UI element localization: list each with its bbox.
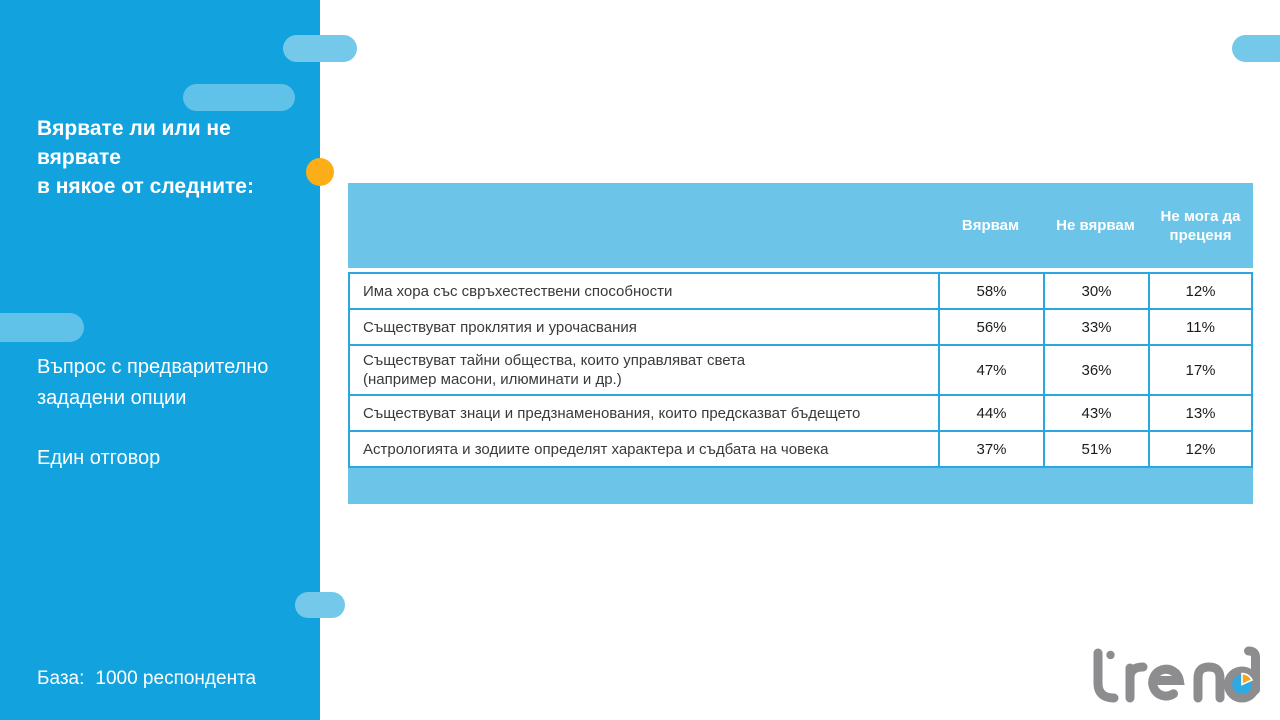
row-value-not-believe: 43% (1043, 396, 1148, 430)
table-footer-band (348, 468, 1253, 504)
row-value-believe: 44% (938, 396, 1043, 430)
row-value-cannot-judge: 13% (1148, 396, 1253, 430)
row-label: Има хора със свръхестествени способности (348, 274, 938, 308)
row-value-not-believe: 33% (1043, 310, 1148, 344)
table-rows: Има хора със свръхестествени способности… (348, 272, 1253, 468)
question-type-text: Въпрос с предварително зададени опции (37, 356, 269, 409)
logo-letter-r (1125, 662, 1148, 703)
logo-pie-icon (1232, 672, 1254, 695)
base-note: База: 1000 респондента (37, 668, 256, 690)
accent-circle (306, 158, 334, 186)
trend-logo (1093, 646, 1260, 703)
results-table: Вярвам Не вярвам Не мога да преценя Има … (348, 183, 1253, 504)
decorative-pill (283, 35, 357, 62)
row-value-not-believe: 51% (1043, 432, 1148, 466)
decorative-pill (0, 313, 84, 342)
row-value-cannot-judge: 12% (1148, 274, 1253, 308)
row-value-believe: 37% (938, 432, 1043, 466)
row-value-cannot-judge: 12% (1148, 432, 1253, 466)
row-value-not-believe: 36% (1043, 346, 1148, 394)
table-row: Съществуват тайни общества, които управл… (348, 346, 1253, 396)
row-value-cannot-judge: 17% (1148, 346, 1253, 394)
row-value-believe: 47% (938, 346, 1043, 394)
table-row: Астрологията и зодиите определят характе… (348, 432, 1253, 468)
decorative-pill (295, 592, 345, 618)
row-label: Съществуват проклятия и урочасвания (348, 310, 938, 344)
decorative-pill (183, 84, 295, 111)
table-row: Има хора със свръхестествени способности… (348, 274, 1253, 310)
decorative-pill (1232, 35, 1280, 62)
table-row: Съществуват знаци и предзнаменования, ко… (348, 396, 1253, 432)
sidebar: Вярвате ли или не вярвате в някое от сле… (0, 0, 320, 720)
table-header-believe: Вярвам (961, 217, 1020, 234)
table-row: Съществуват проклятия и урочасвания 56% … (348, 310, 1253, 346)
base-value: 1000 респондента (95, 668, 257, 689)
row-value-believe: 56% (938, 310, 1043, 344)
base-label: База: (37, 668, 85, 689)
row-label: Астрологията и зодиите определят характе… (348, 432, 938, 466)
table-header-spacer (348, 183, 938, 268)
row-label: Съществуват знаци и предзнаменования, ко… (348, 396, 938, 430)
logo-letter-n (1193, 662, 1225, 703)
row-value-believe: 58% (938, 274, 1043, 308)
page-title: Вярвате ли или не вярвате в някое от сле… (37, 117, 254, 198)
logo-letter-d-stem (1244, 646, 1260, 695)
table-header: Вярвам Не вярвам Не мога да преценя (348, 183, 1253, 268)
answer-type-text: Един отговор (37, 447, 161, 469)
logo-letter-t (1093, 648, 1119, 703)
row-value-cannot-judge: 11% (1148, 310, 1253, 344)
table-header-not-believe: Не вярвам (1056, 217, 1135, 234)
row-value-not-believe: 30% (1043, 274, 1148, 308)
logo-t-dot (1106, 650, 1115, 660)
logo-letter-e (1148, 664, 1185, 701)
table-header-cannot-judge: Не мога да преценя (1160, 207, 1241, 244)
row-label: Съществуват тайни общества, които управл… (348, 346, 938, 394)
